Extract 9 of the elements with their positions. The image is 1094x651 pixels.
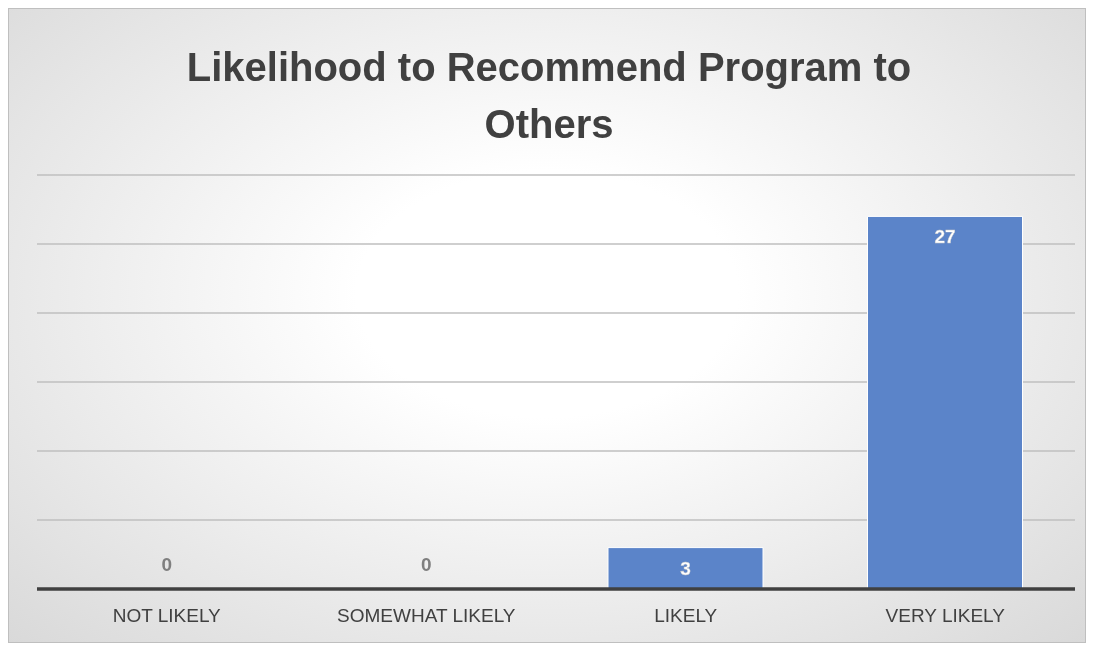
x-tick-label: VERY LIKELY: [885, 605, 1006, 627]
data-label: 0: [161, 554, 173, 575]
x-tick-label: SOMEWHAT LIKELY: [337, 605, 516, 627]
chart-title: Likelihood to Recommend Program to Others: [185, 44, 913, 148]
data-label: 3: [680, 557, 691, 579]
data-label: 27: [934, 226, 956, 248]
x-tick-label: LIKELY: [654, 605, 718, 627]
data-label: 0: [420, 554, 432, 575]
x-tick-label: NOT LIKELY: [112, 605, 222, 627]
